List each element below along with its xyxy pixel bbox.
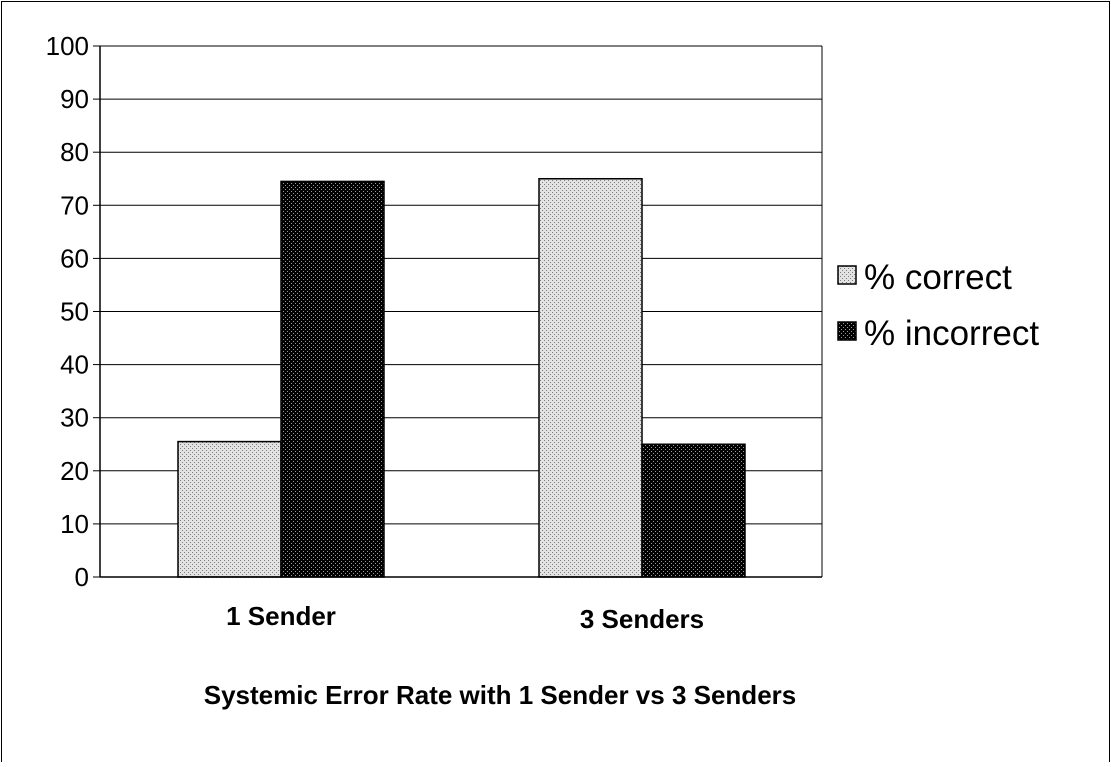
legend-label-correct: % correct xyxy=(864,258,1012,297)
y-tick-label: 0 xyxy=(75,562,89,592)
bar-incorrect-2 xyxy=(641,443,746,578)
y-tick-label: 50 xyxy=(60,297,89,327)
x-tick-labels: 1 Sender 3 Senders xyxy=(226,601,704,634)
y-tick-label: 70 xyxy=(60,190,89,220)
y-tick-label: 30 xyxy=(60,403,89,433)
y-tick-label: 80 xyxy=(60,137,89,167)
legend-label-incorrect: % incorrect xyxy=(864,314,1039,353)
legend-swatch-correct xyxy=(837,265,857,285)
legend: % correct % incorrect xyxy=(837,258,1039,353)
x-tick-label: 1 Sender xyxy=(226,601,336,631)
axes xyxy=(93,45,823,578)
y-tick-label: 90 xyxy=(60,84,89,114)
legend-swatch-incorrect xyxy=(837,321,857,341)
y-tick-label: 100 xyxy=(46,31,89,61)
y-tick-label: 20 xyxy=(60,456,89,486)
bars xyxy=(177,178,746,578)
bar-correct-1 xyxy=(177,440,282,578)
x-tick-label: 3 Senders xyxy=(580,604,704,634)
y-tick-label: 60 xyxy=(60,243,89,273)
y-tick-labels: 0 10 20 30 40 50 60 70 80 90 100 xyxy=(46,31,89,592)
y-tick-label: 40 xyxy=(60,350,89,380)
bar-incorrect-1 xyxy=(280,180,385,578)
chart-title: Systemic Error Rate with 1 Sender vs 3 S… xyxy=(204,680,796,710)
y-tick-label: 10 xyxy=(60,509,89,539)
bar-correct-2 xyxy=(538,178,643,578)
